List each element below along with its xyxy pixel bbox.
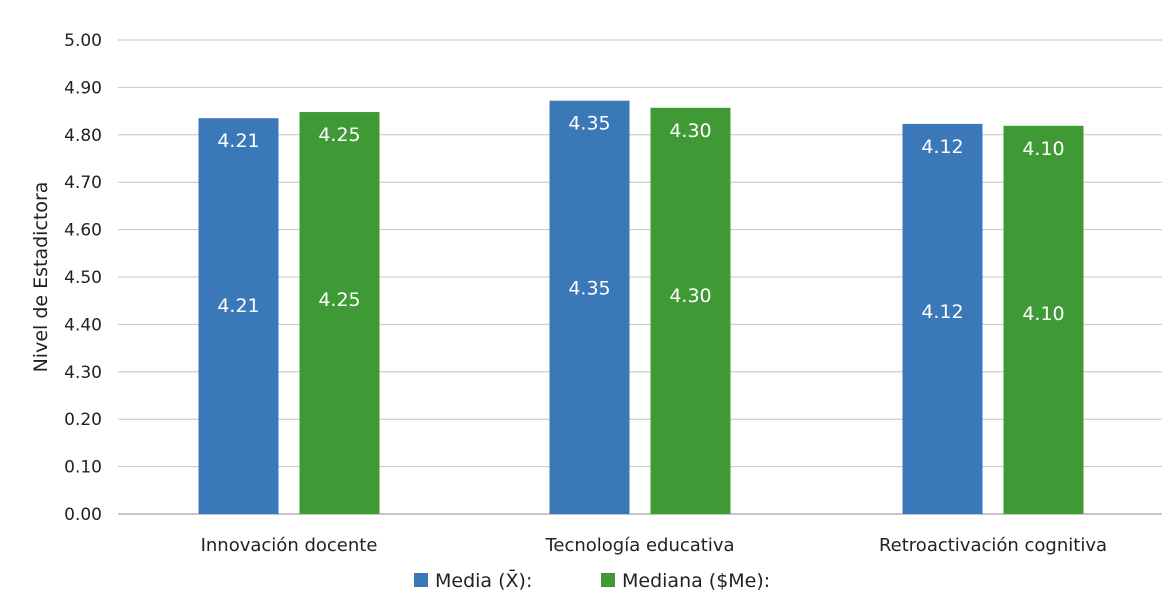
bar-media [198, 118, 279, 515]
y-axis-ticks: 5.00 4.90 4.80 4.70 4.60 4.50 4.40 4.30 0.20 0.10… [64, 31, 102, 525]
y-tick-label: 0.00 [64, 505, 102, 525]
data-label-top: 4.35 [568, 113, 610, 135]
data-label-middle: 4.30 [669, 285, 711, 307]
y-axis-label: Nivel de Estadictora [30, 182, 52, 373]
data-label-middle: 4.12 [921, 301, 963, 323]
data-label-top: 4.10 [1022, 138, 1064, 160]
data-label-middle: 4.35 [568, 278, 610, 300]
gridlines [118, 39, 1162, 515]
data-label-top: 4.12 [921, 136, 963, 158]
y-tick-label: 4.50 [64, 268, 102, 288]
data-label-top: 4.25 [318, 124, 360, 146]
y-tick-label: 4.90 [64, 78, 102, 98]
data-label-top: 4.30 [669, 120, 711, 142]
y-tick-label: 4.80 [64, 126, 102, 146]
bar-mediana [1003, 125, 1084, 514]
bar-mediana [299, 112, 380, 514]
legend-swatch-mediana [601, 573, 615, 587]
data-label-middle: 4.25 [318, 289, 360, 311]
data-label-top: 4.21 [217, 130, 259, 152]
bars: 4.21 4.21 4.25 4.25 4.35 4.35 4.30 4.30 4.12 4.12… [198, 100, 1084, 515]
bar-media [902, 123, 983, 514]
data-label-middle: 4.10 [1022, 303, 1064, 325]
y-tick-label: 0.20 [64, 410, 102, 430]
bar-mediana [650, 107, 731, 515]
category-label: Retroactivación cognitiva [879, 535, 1107, 556]
y-tick-label: 4.70 [64, 173, 102, 193]
y-tick-label: 4.60 [64, 221, 102, 241]
y-tick-label: 0.10 [64, 458, 102, 478]
legend-label-media: Media (X̄): [435, 568, 532, 592]
y-tick-label: 4.40 [64, 315, 102, 335]
legend-swatch-media [414, 573, 428, 587]
legend: Media (X̄): Mediana ($Me): [414, 568, 770, 592]
category-label: Innovación docente [201, 535, 378, 556]
data-label-middle: 4.21 [217, 295, 259, 317]
y-tick-label: 4.30 [64, 363, 102, 383]
category-label: Tecnología educativa [544, 535, 734, 556]
y-tick-label: 5.00 [64, 31, 102, 51]
legend-label-mediana: Mediana ($Me): [622, 570, 770, 592]
bar-media [549, 100, 630, 514]
x-axis-categories: Innovación docente Tecnología educativa Re… [201, 535, 1107, 556]
